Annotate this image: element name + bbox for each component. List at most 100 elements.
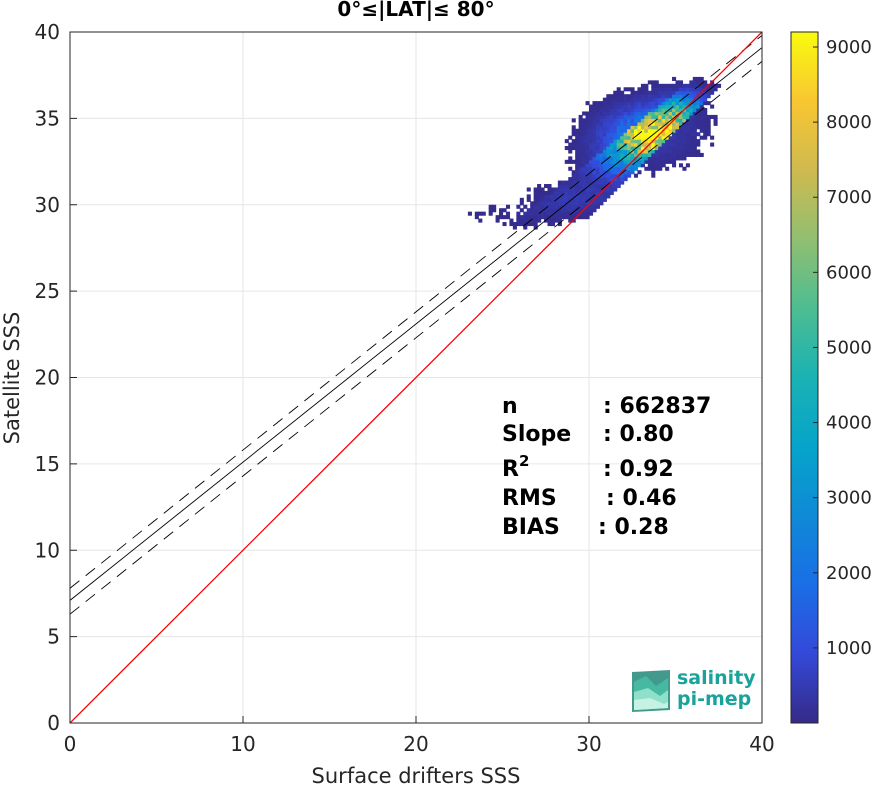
density-cell	[713, 118, 718, 123]
density-cell	[571, 215, 576, 220]
density-cell	[630, 90, 635, 95]
density-cell	[682, 97, 687, 102]
density-cell	[713, 114, 718, 119]
density-cell	[519, 201, 524, 206]
density-cell	[616, 163, 621, 168]
density-cell	[672, 142, 677, 147]
density-cell	[689, 146, 694, 151]
density-cell	[537, 184, 542, 189]
density-cell	[668, 83, 673, 88]
density-cell	[602, 125, 607, 130]
density-cell	[699, 128, 704, 133]
density-cell	[658, 104, 663, 109]
density-cell	[692, 111, 697, 116]
density-cell	[665, 139, 670, 144]
density-cell	[585, 208, 590, 213]
density-cell	[620, 180, 625, 185]
density-cell	[703, 80, 708, 85]
density-cell	[592, 104, 597, 109]
density-cell	[571, 190, 576, 195]
density-cell	[630, 125, 635, 130]
density-cell	[685, 146, 690, 151]
density-cell	[633, 132, 639, 137]
density-cell	[568, 204, 573, 209]
density-cell	[658, 128, 663, 133]
density-cell	[661, 149, 666, 154]
density-cell	[609, 132, 614, 137]
density-cell	[623, 87, 628, 92]
density-cell	[592, 156, 597, 161]
density-cell	[685, 108, 690, 113]
density-cell	[630, 101, 635, 106]
density-cell	[640, 163, 645, 168]
density-cell	[571, 177, 576, 182]
density-cell	[589, 190, 594, 195]
density-cell	[620, 166, 625, 171]
density-cell	[575, 156, 580, 161]
density-cell	[633, 94, 639, 99]
density-cell	[620, 135, 625, 140]
density-cell	[595, 149, 600, 154]
density-cell	[620, 104, 625, 109]
density-cell	[685, 83, 690, 88]
density-cell	[575, 166, 580, 171]
density-cell	[623, 135, 628, 140]
density-cell	[561, 215, 566, 220]
density-cell	[616, 121, 621, 126]
density-cell	[550, 211, 555, 216]
density-cell	[568, 197, 573, 202]
density-cell	[647, 128, 652, 133]
density-cell	[575, 128, 580, 133]
density-cell	[571, 187, 576, 192]
density-cell	[561, 211, 566, 216]
density-cell	[627, 170, 632, 175]
density-cell	[644, 111, 649, 116]
density-cell	[613, 180, 618, 185]
density-cell	[665, 90, 670, 95]
density-cell	[575, 139, 580, 144]
density-cell	[582, 156, 587, 161]
density-cell	[651, 90, 656, 95]
density-cell	[547, 194, 552, 199]
density-cell	[689, 94, 694, 99]
density-cell	[609, 146, 614, 151]
density-cell	[620, 97, 625, 102]
density-cell	[703, 97, 708, 102]
density-cell	[602, 121, 607, 126]
density-cell	[661, 97, 666, 102]
density-cell	[589, 128, 594, 133]
density-cell	[595, 201, 600, 206]
density-cell	[623, 146, 628, 151]
density-cell	[585, 152, 590, 157]
density-cell	[627, 101, 632, 106]
density-cell	[699, 76, 704, 81]
density-cell	[627, 166, 632, 171]
density-cell	[654, 111, 659, 116]
density-cell	[644, 97, 649, 102]
density-cell	[640, 152, 645, 157]
regression-line	[70, 47, 762, 601]
density-cell	[620, 101, 625, 106]
density-cell	[582, 190, 587, 195]
density-cell	[620, 125, 625, 130]
density-cell	[685, 101, 690, 106]
y-tick-label: 0	[47, 711, 60, 735]
density-cell	[589, 132, 594, 137]
density-cell	[606, 118, 611, 123]
density-cell	[575, 159, 580, 164]
density-cell	[550, 208, 555, 213]
density-cell	[589, 180, 594, 185]
density-cell	[678, 90, 684, 95]
density-cell	[678, 163, 684, 168]
y-tick-label: 15	[35, 452, 60, 476]
density-cell	[502, 208, 507, 213]
upper-bound-line	[70, 35, 762, 589]
density-cell	[589, 139, 594, 144]
density-cell	[589, 156, 594, 161]
density-cell	[589, 135, 594, 140]
density-cell	[616, 97, 621, 102]
density-cell	[575, 132, 580, 137]
density-cell	[647, 163, 652, 168]
density-cell	[575, 187, 580, 192]
density-cell	[633, 121, 639, 126]
